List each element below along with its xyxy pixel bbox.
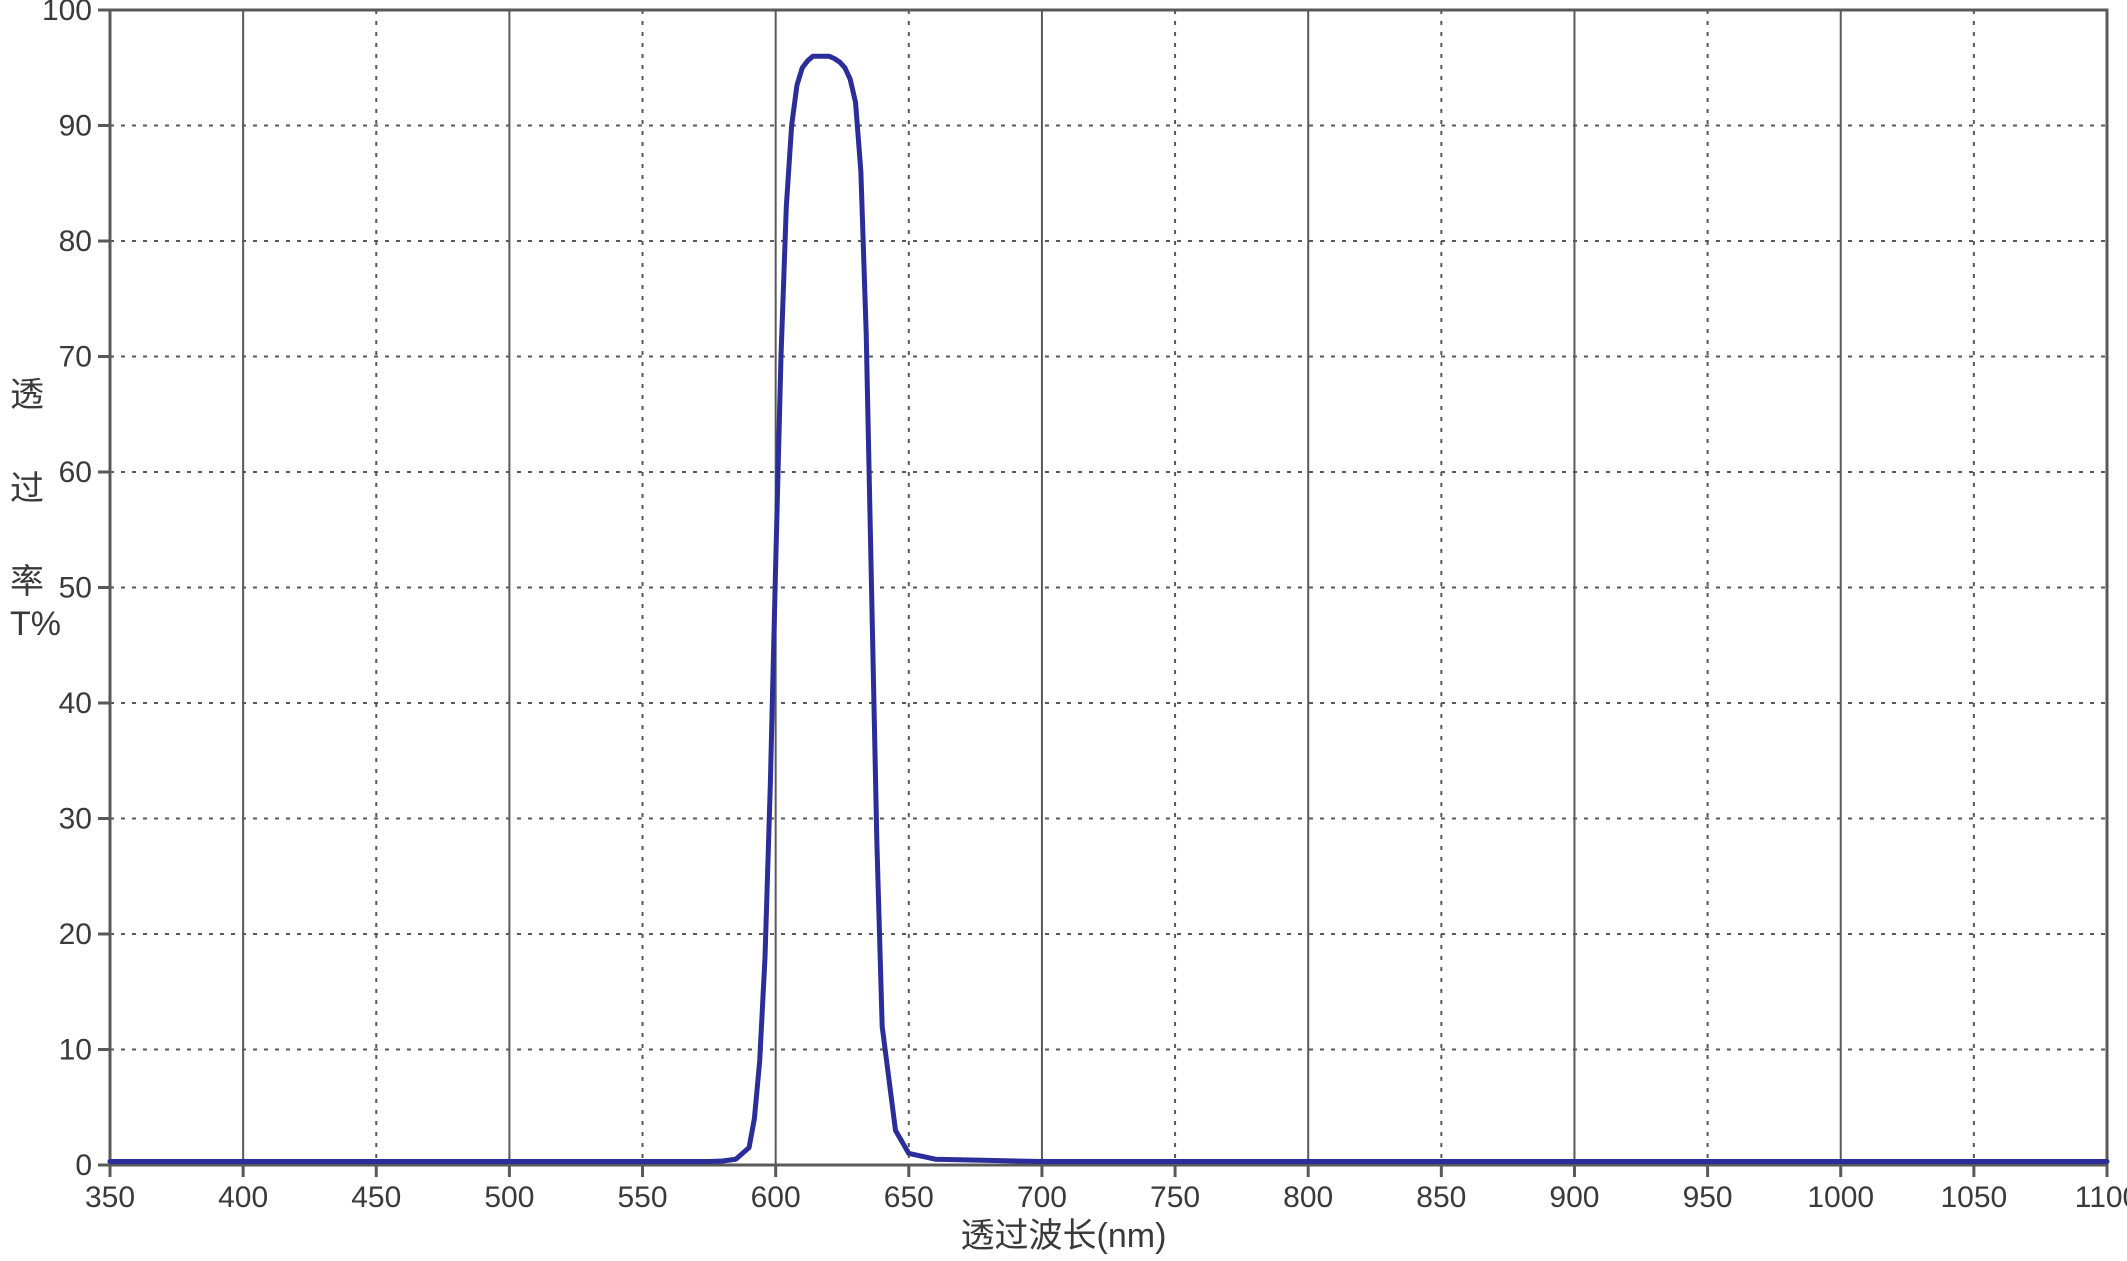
x-axis-label-text: 透过波长(nm) <box>961 1217 1167 1255</box>
y-tick-label: 20 <box>59 918 92 951</box>
y-tick-label: 70 <box>59 341 92 374</box>
chart-svg: 3504004505005506006507007508008509009501… <box>0 0 2127 1261</box>
y-tick-label: 10 <box>59 1034 92 1067</box>
ylabel-char-3: 率 <box>10 565 61 601</box>
y-tick-label: 40 <box>59 687 92 720</box>
y-axis-label: 透 过 率 T% <box>10 378 61 643</box>
y-tick-label: 30 <box>59 803 92 836</box>
y-tick-label: 80 <box>59 225 92 258</box>
ylabel-char-2: 过 <box>10 472 61 508</box>
ylabel-char-1: 透 <box>10 378 61 414</box>
y-tick-label: 60 <box>59 456 92 489</box>
ylabel-char-4: T% <box>10 607 61 643</box>
y-tick-label: 0 <box>75 1149 92 1182</box>
y-tick-label: 90 <box>59 110 92 143</box>
y-tick-label: 100 <box>42 0 92 27</box>
x-axis-label: 透过波长(nm) <box>0 1208 2127 1257</box>
y-tick-label: 50 <box>59 572 92 605</box>
transmittance-chart: 透 过 率 T% 3504004505005506006507007508008… <box>0 0 2127 1261</box>
